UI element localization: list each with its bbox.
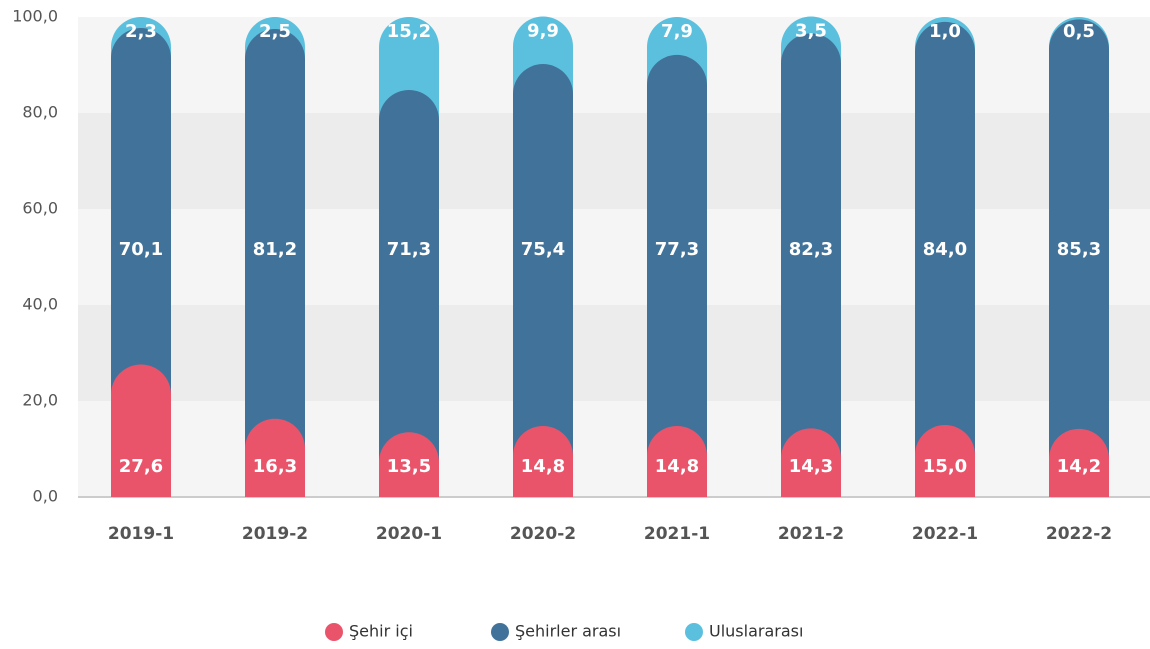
bar-segment [647, 425, 707, 497]
value-label: 16,3 [253, 456, 297, 477]
value-label: 3,5 [795, 21, 827, 42]
bar-segment [1049, 428, 1109, 497]
y-tick-label: 80,0 [22, 103, 58, 122]
legend-label: Uluslararası [709, 622, 803, 641]
bar-segment [1049, 19, 1109, 498]
legend-label: Şehirler arası [515, 622, 621, 641]
value-label: 82,3 [789, 239, 833, 260]
x-tick-label: 2019-2 [242, 524, 308, 544]
legend-marker [325, 623, 343, 641]
bar-segment [781, 428, 841, 497]
grid-band [78, 305, 1150, 401]
y-tick-label: 0,0 [33, 487, 58, 506]
x-tick-label: 2020-1 [376, 524, 442, 544]
legend-marker [685, 623, 703, 641]
x-tick-label: 2020-2 [510, 524, 576, 544]
bar-segment [513, 64, 573, 497]
y-tick-label: 20,0 [22, 391, 58, 410]
x-tick-label: 2021-2 [778, 524, 844, 544]
grid-band [78, 113, 1150, 209]
legend-marker [491, 623, 509, 641]
value-label: 14,3 [789, 456, 833, 477]
bar-segment [245, 418, 305, 497]
bar-segment [781, 33, 841, 497]
x-tick-label: 2022-1 [912, 524, 978, 544]
value-label: 71,3 [387, 239, 431, 260]
value-label: 1,0 [929, 21, 961, 42]
value-label: 15,0 [923, 456, 967, 477]
value-label: 15,2 [387, 21, 431, 42]
bar-segment [915, 21, 975, 498]
value-label: 85,3 [1057, 239, 1101, 260]
legend-label: Şehir içi [349, 622, 413, 641]
x-tick-label: 2021-1 [644, 524, 710, 544]
bar-segment [245, 29, 305, 497]
value-label: 27,6 [119, 456, 163, 477]
bar-segment [111, 364, 172, 497]
value-label: 0,5 [1063, 21, 1095, 42]
value-label: 13,5 [387, 456, 431, 477]
value-label: 2,5 [259, 21, 291, 42]
value-label: 14,8 [521, 456, 565, 477]
bar-segment [915, 425, 975, 497]
y-tick-label: 100,0 [12, 7, 58, 26]
value-label: 9,9 [527, 21, 559, 42]
value-label: 84,0 [923, 239, 967, 260]
value-label: 14,2 [1057, 456, 1101, 477]
value-label: 77,3 [655, 239, 699, 260]
grid-band [78, 401, 1150, 497]
x-tick-label: 2019-1 [108, 524, 174, 544]
bar-segment [513, 425, 573, 497]
value-label: 75,4 [521, 239, 565, 260]
y-tick-label: 40,0 [22, 295, 58, 314]
x-tick-label: 2022-2 [1046, 524, 1112, 544]
grid-band [78, 17, 1150, 113]
bar-segment [379, 89, 439, 497]
value-label: 81,2 [253, 239, 297, 260]
y-tick-label: 60,0 [22, 199, 58, 218]
value-label: 70,1 [119, 239, 163, 260]
bar-segment [647, 54, 707, 497]
grid-band [78, 209, 1150, 305]
value-label: 7,9 [661, 21, 693, 42]
bar-segment [379, 432, 439, 497]
value-label: 2,3 [125, 21, 157, 42]
value-label: 14,8 [655, 456, 699, 477]
